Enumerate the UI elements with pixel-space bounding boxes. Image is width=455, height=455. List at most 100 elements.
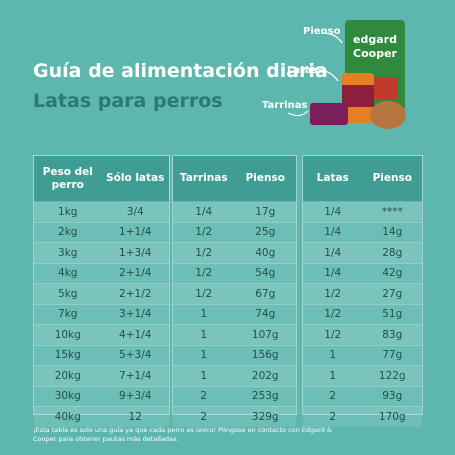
cell: 27g [362, 283, 422, 304]
cell: 20kg [34, 365, 102, 386]
cell: 77g [362, 344, 422, 366]
cell: 74g [234, 303, 296, 325]
cell: 1/2 [303, 324, 363, 345]
table-row: 1/2 27g [303, 283, 422, 304]
table-row: 1/2 67g [173, 283, 296, 304]
cell: 54g [234, 262, 296, 284]
table-row: 2 93g [303, 385, 422, 407]
header-row: Latas Pienso [303, 156, 422, 202]
table-row: 1 74g [173, 303, 296, 325]
cell: 2 [173, 406, 235, 427]
table-row: 1 77g [303, 344, 422, 366]
cell: 2+1/4 [101, 262, 169, 284]
table-row: 1 156g [173, 344, 296, 366]
cell: 2+1/2 [101, 283, 169, 304]
cell: 7kg [34, 303, 102, 325]
table: Peso del perro Sólo latas 1kg 3/4 2kg 1+1/4 3k… [34, 156, 169, 427]
cell: 7+1/4 [101, 365, 169, 386]
cell: 1/2 [173, 283, 235, 304]
cell: 2kg [34, 221, 102, 243]
table-row: 1/4 14g [303, 221, 422, 243]
table-row: 2 329g [173, 406, 296, 427]
table: Latas Pienso 1/4 **** 1/4 14g 1/4 28g 1/4 42g 1/2 2… [303, 156, 422, 427]
product-label: Latas [287, 65, 318, 76]
table-row: 1/2 54g [173, 262, 296, 284]
cell: 1 [303, 344, 363, 366]
cell: 329g [234, 406, 296, 427]
cell: 2 [303, 406, 363, 427]
table-row: 1/2 51g [303, 303, 422, 325]
column-header: Sólo latas [101, 156, 169, 202]
product-image: edgard Cooper [287, 20, 406, 129]
cell: 17g [234, 201, 296, 222]
product-label: Tarrinas [262, 100, 308, 111]
cell: 1 [173, 365, 235, 386]
table-row: 3kg 1+3/4 [34, 242, 169, 263]
column-group: Latas Pienso 1/4 **** 1/4 14g 1/4 28g 1/4 42g 1/2 2… [302, 155, 423, 427]
cell: 1/4 [173, 201, 235, 222]
table-row: 1/4 **** [303, 201, 422, 222]
cell: 42g [362, 262, 422, 284]
cell: 253g [234, 385, 296, 407]
column-group: Peso del perro Sólo latas 1kg 3/4 2kg 1+1/4 3k… [33, 155, 170, 427]
header-row: Peso del perro Sólo latas [34, 156, 169, 202]
cell: 30kg [34, 385, 102, 407]
cell: 4+1/4 [101, 324, 169, 345]
cell: 15kg [34, 344, 102, 366]
cell: 3/4 [101, 201, 169, 222]
cell: 1+3/4 [101, 242, 169, 263]
brand: edgard [353, 33, 397, 46]
cell: 2 [173, 385, 235, 407]
table-row: 1kg 3/4 [34, 201, 169, 222]
cell: 1/4 [303, 221, 363, 243]
cell: 156g [234, 344, 296, 366]
table-row: 1/2 40g [173, 242, 296, 263]
cell: 67g [234, 283, 296, 304]
cell: 1 [173, 324, 235, 345]
cell: 51g [362, 303, 422, 325]
table-row: 1/4 42g [303, 262, 422, 284]
cell: 1/4 [303, 201, 363, 222]
cell: 83g [362, 324, 422, 345]
column-header: Latas [303, 156, 363, 202]
table-row: 5kg 2+1/2 [34, 283, 169, 304]
cell: 12 [101, 406, 169, 427]
table-row: 20kg 7+1/4 [34, 365, 169, 386]
table-row: 7kg 3+1/4 [34, 303, 169, 325]
cell: 9+3/4 [101, 385, 169, 407]
cell: 10kg [34, 324, 102, 345]
column-header: Pienso [234, 156, 296, 202]
brand: Cooper [353, 47, 398, 60]
table-row: 2kg 1+1/4 [34, 221, 169, 243]
cell: 93g [362, 385, 422, 407]
cell: 40g [234, 242, 296, 263]
table-row: 1/2 83g [303, 324, 422, 345]
cell: 2 [303, 385, 363, 407]
table-row: 1 107g [173, 324, 296, 345]
cell: 107g [234, 324, 296, 345]
cell: 3+1/4 [101, 303, 169, 325]
table-row: 10kg 4+1/4 [34, 324, 169, 345]
cell: 1/2 [303, 283, 363, 304]
cell: 1/4 [303, 242, 363, 263]
column-header: Peso del perro [34, 156, 102, 202]
cell: **** [362, 201, 422, 222]
cell: 1 [173, 344, 235, 366]
cell: 1/2 [303, 303, 363, 325]
title: Guía de alimentación diaria [33, 60, 328, 82]
table-row: 1/2 25g [173, 221, 296, 243]
cell: 122g [362, 365, 422, 386]
column-header: Tarrinas [173, 156, 235, 202]
product-label: Pienso [303, 26, 341, 37]
table-row: 4kg 2+1/4 [34, 262, 169, 284]
cell: 40kg [34, 406, 102, 427]
cell: 170g [362, 406, 422, 427]
cell: 1/4 [303, 262, 363, 284]
cell: 28g [362, 242, 422, 263]
subtitle: Latas para perros [33, 90, 223, 112]
table-row: 1 122g [303, 365, 422, 386]
table-row: 15kg 5+3/4 [34, 344, 169, 366]
column-group: Tarrinas Pienso 1/4 17g 1/2 25g 1/2 40g 1/2 54g 1/… [172, 155, 297, 427]
cell: 202g [234, 365, 296, 386]
